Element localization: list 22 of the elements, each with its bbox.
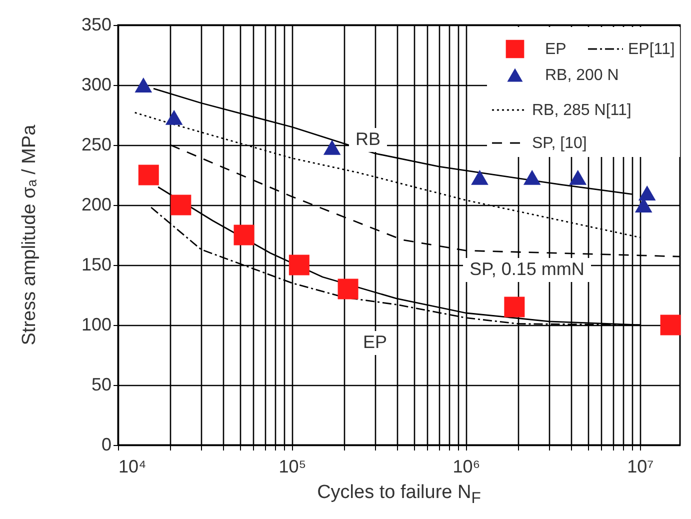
y-tick-label: 200 xyxy=(81,194,112,214)
y-tick-label: 50 xyxy=(91,374,112,394)
annotation: RB xyxy=(355,129,381,149)
legend-label: SP, [10] xyxy=(532,135,587,152)
x-axis-title: Cycles to failure N$_{F}$ xyxy=(316,482,482,508)
annotation: SP, 0.15 mmN xyxy=(470,259,584,279)
legend-label: RB, 285 N[11] xyxy=(532,102,632,119)
y-tick-label: 0 xyxy=(101,434,112,454)
x-tick-label: 10⁵ xyxy=(278,456,306,476)
x-tick-label: 10⁶ xyxy=(452,456,480,476)
y-tick-label: 300 xyxy=(81,74,112,94)
x-tick-label: 10⁴ xyxy=(118,456,146,476)
y-axis-title: Stress amplitude σₐ / MPa xyxy=(19,124,41,346)
legend-label: EP[11] xyxy=(628,41,675,58)
x-tick-label: 10⁷ xyxy=(627,456,654,476)
legend-label: EP xyxy=(545,41,566,58)
y-tick-label: 350 xyxy=(81,14,112,34)
legend-label: RB, 200 N xyxy=(545,67,619,84)
y-tick-label: 150 xyxy=(81,254,112,274)
y-tick-label: 100 xyxy=(81,314,112,334)
y-tick-label: 250 xyxy=(81,134,112,154)
annotation: EP xyxy=(362,332,388,352)
